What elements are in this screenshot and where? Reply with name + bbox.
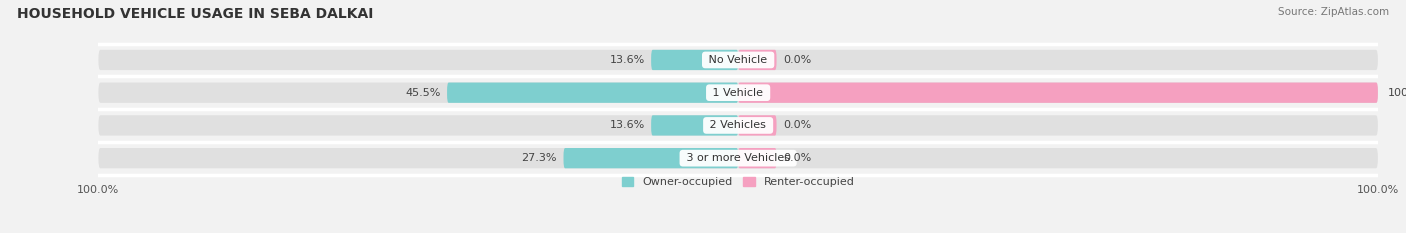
Text: 13.6%: 13.6% — [609, 120, 645, 130]
FancyBboxPatch shape — [738, 115, 776, 136]
Text: 0.0%: 0.0% — [783, 55, 811, 65]
Text: 0.0%: 0.0% — [783, 120, 811, 130]
FancyBboxPatch shape — [98, 50, 1378, 70]
Text: 0.0%: 0.0% — [783, 153, 811, 163]
Legend: Owner-occupied, Renter-occupied: Owner-occupied, Renter-occupied — [621, 177, 855, 187]
FancyBboxPatch shape — [98, 115, 1378, 136]
Text: Source: ZipAtlas.com: Source: ZipAtlas.com — [1278, 7, 1389, 17]
FancyBboxPatch shape — [98, 148, 1378, 168]
Text: 27.3%: 27.3% — [522, 153, 557, 163]
FancyBboxPatch shape — [447, 82, 738, 103]
Text: HOUSEHOLD VEHICLE USAGE IN SEBA DALKAI: HOUSEHOLD VEHICLE USAGE IN SEBA DALKAI — [17, 7, 373, 21]
FancyBboxPatch shape — [738, 50, 776, 70]
Text: 100.0%: 100.0% — [1388, 88, 1406, 98]
Text: No Vehicle: No Vehicle — [706, 55, 770, 65]
FancyBboxPatch shape — [738, 148, 776, 168]
Text: 1 Vehicle: 1 Vehicle — [710, 88, 766, 98]
FancyBboxPatch shape — [564, 148, 738, 168]
FancyBboxPatch shape — [651, 115, 738, 136]
FancyBboxPatch shape — [738, 82, 1378, 103]
FancyBboxPatch shape — [651, 50, 738, 70]
Text: 45.5%: 45.5% — [405, 88, 440, 98]
FancyBboxPatch shape — [98, 82, 1378, 103]
Text: 13.6%: 13.6% — [609, 55, 645, 65]
Text: 3 or more Vehicles: 3 or more Vehicles — [683, 153, 793, 163]
Text: 2 Vehicles: 2 Vehicles — [706, 120, 770, 130]
